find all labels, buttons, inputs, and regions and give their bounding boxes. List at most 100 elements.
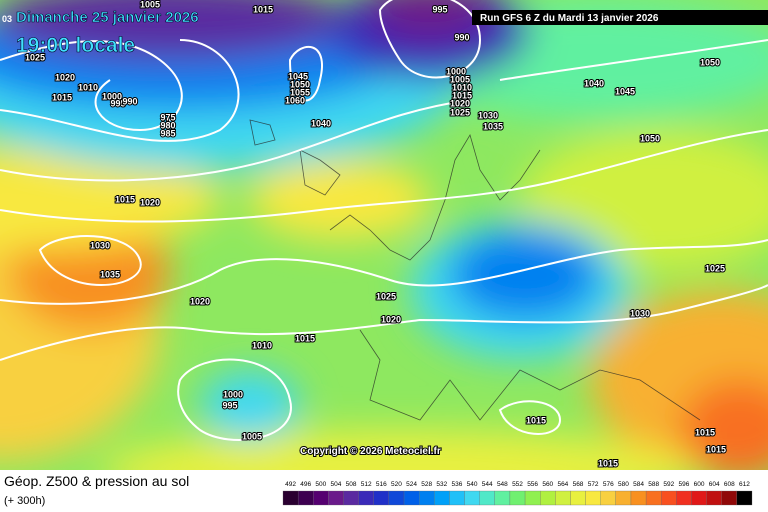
legend-swatch (297, 490, 314, 506)
isobar (0, 40, 183, 132)
legend-swatch (419, 490, 435, 506)
legend-level: 560 (542, 481, 553, 488)
legend-level: 600 (694, 481, 705, 488)
coastline (249, 119, 701, 421)
legend-level: 512 (361, 481, 372, 488)
isobar (0, 284, 768, 361)
isobar-label: 1000 (102, 91, 122, 101)
isobar-label: 1015 (295, 333, 315, 343)
legend-swatch (388, 490, 405, 506)
isobar-label: 1025 (705, 263, 725, 273)
isobar-label: 1030 (630, 308, 650, 318)
isobar-label: 1050 (640, 133, 660, 143)
legend-swatch (313, 490, 329, 506)
isobar-label: 1025 (25, 52, 45, 62)
isobar (288, 45, 323, 102)
legend-level: 532 (436, 481, 447, 488)
isobar-label: 1020 (140, 197, 160, 207)
legend-level: 588 (648, 481, 659, 488)
isobar (498, 400, 562, 435)
legend-level: 576 (603, 481, 614, 488)
isobar-label: 1035 (483, 121, 503, 131)
isobar-label: 1050 (290, 79, 310, 89)
isobar-label: 1030 (478, 110, 498, 120)
legend-swatch (282, 490, 299, 506)
legend-level: 552 (512, 481, 523, 488)
legend-level: 504 (331, 481, 342, 488)
isobar-label: 995 (110, 98, 125, 108)
isobar-label: 1015 (452, 90, 472, 100)
isobar-label: 1035 (100, 269, 120, 279)
legend-level: 548 (497, 481, 508, 488)
isobar-label: 1000 (446, 66, 466, 76)
map-time: 19:00 locale (16, 34, 135, 57)
legend-swatch (721, 490, 738, 506)
isobar-label: 1005 (140, 0, 160, 9)
isobar (177, 358, 292, 441)
legend-level: 564 (557, 481, 568, 488)
legend-level: 544 (482, 481, 493, 488)
legend-swatch (509, 490, 526, 506)
isobar (0, 39, 240, 142)
legend-swatch (328, 490, 344, 506)
isobar-label: 990 (454, 32, 469, 42)
isobar-label: 1030 (90, 240, 110, 250)
isobar-label: 1000 (223, 389, 243, 399)
isobar-label: 1060 (285, 95, 305, 105)
isobar (0, 129, 768, 223)
legend-level: 520 (391, 481, 402, 488)
isobar-label: 1025 (450, 107, 470, 117)
legend-swatch (736, 490, 753, 506)
legend-level: 536 (452, 481, 463, 488)
legend-level: 572 (588, 481, 599, 488)
isobar-label: 1055 (290, 87, 310, 97)
map-date: Dimanche 25 janvier 2026 (16, 9, 199, 26)
legend-swatch (585, 490, 601, 506)
isobar-label: 1015 (52, 92, 72, 102)
legend-level: 524 (406, 481, 417, 488)
isobar-label: 1005 (242, 431, 262, 441)
isobar-label: 1015 (115, 194, 135, 204)
isobar-label: 1045 (615, 86, 635, 96)
isobar-label: 1010 (252, 340, 272, 350)
isobar-label: 990 (122, 96, 137, 106)
legend-swatch (434, 490, 450, 506)
isobar-label: 1005 (450, 74, 470, 84)
legend-level: 496 (300, 481, 311, 488)
footer-title: Géop. Z500 & pression au sol (4, 473, 189, 489)
legend-swatch (524, 490, 541, 506)
legend-swatch (403, 490, 420, 506)
isobar-label: 1020 (450, 98, 470, 108)
legend-level: 500 (315, 481, 326, 488)
legend-level: 592 (663, 481, 674, 488)
isobar-label: 1015 (695, 427, 715, 437)
isobar (378, 0, 482, 79)
legend-level: 516 (376, 481, 387, 488)
isobar-label: 985 (160, 128, 175, 138)
color-legend: 492 496 500 504 508 512 516 520 524 528 532 536 540 5… (282, 481, 753, 506)
isobar-label: 995 (432, 4, 447, 14)
isobar (38, 235, 142, 286)
isobar-label: 1045 (288, 71, 308, 81)
isobar-label: 1015 (598, 458, 618, 468)
isobar-label: 1020 (381, 314, 401, 324)
legend-swatch (494, 490, 511, 506)
legend-level: 596 (678, 481, 689, 488)
legend-swatch (373, 490, 390, 506)
legend-level: 584 (633, 481, 644, 488)
legend-swatch (343, 490, 359, 506)
isobar-label: 1015 (253, 4, 273, 14)
isobar-label: 1050 (700, 57, 720, 67)
isobar-label: 995 (222, 400, 237, 410)
legend-swatch (540, 490, 556, 506)
isobar-label: 1025 (376, 291, 396, 301)
isobar-label: 1015 (706, 444, 726, 454)
legend-swatch (615, 490, 632, 506)
legend-level: 612 (739, 481, 750, 488)
legend-level: 492 (285, 481, 296, 488)
isobar-label: 1010 (452, 82, 472, 92)
legend-swatch (691, 490, 707, 506)
isobar-label: 1020 (190, 296, 210, 306)
